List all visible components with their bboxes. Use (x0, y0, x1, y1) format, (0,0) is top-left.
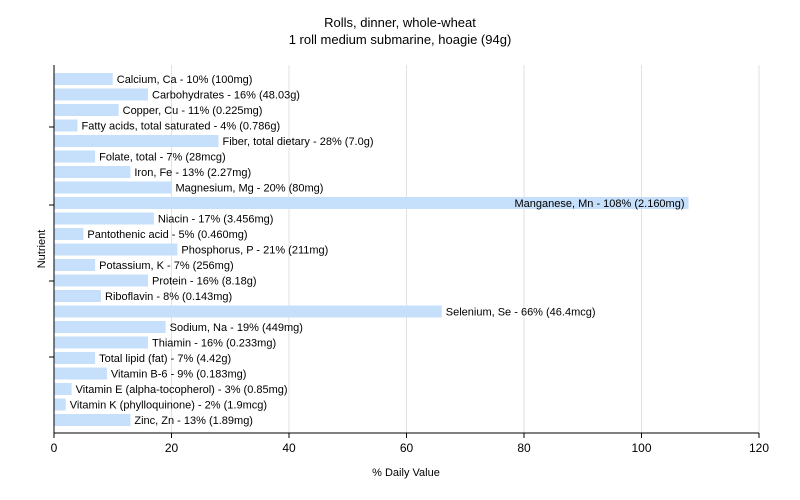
bar (54, 197, 689, 209)
x-tick-label: 0 (51, 441, 58, 455)
bar (54, 104, 119, 116)
bar-label: Manganese, Mn - 108% (2.160mg) (515, 198, 685, 210)
bar-label: Total lipid (fat) - 7% (4.42g) (99, 353, 231, 365)
bar (54, 243, 178, 256)
bar-label: Vitamin K (phylloquinone) - 2% (1.9mcg) (70, 400, 267, 412)
x-tick-label: 20 (165, 441, 179, 455)
chart-subtitle: 1 roll medium submarine, hoagie (94g) (289, 32, 512, 47)
x-tick-label: 120 (749, 441, 769, 455)
bar-label: Copper, Cu - 11% (0.225mg) (123, 105, 263, 117)
x-tick-label: 40 (282, 441, 296, 455)
bar (54, 274, 148, 287)
bar-label: Pantothenic acid - 5% (0.460mg) (87, 229, 247, 241)
chart-title: Rolls, dinner, whole-wheat (324, 15, 476, 30)
bar (54, 119, 78, 132)
bar-label: Niacin - 17% (3.456mg) (158, 214, 274, 226)
bar (54, 367, 107, 380)
bar-label: Fiber, total dietary - 28% (7.0g) (223, 136, 374, 148)
bar-label: Riboflavin - 8% (0.143mg) (105, 291, 232, 303)
bar (54, 88, 148, 101)
bar (54, 352, 96, 364)
bar-label: Calcium, Ca - 10% (100mg) (117, 74, 253, 86)
bar (54, 321, 166, 333)
x-axis-ticks: 0 20 40 60 80 100 120 (51, 433, 769, 455)
bar-label: Magnesium, Mg - 20% (80mg) (176, 183, 324, 195)
bar (54, 383, 72, 395)
bar-label: Vitamin B-6 - 9% (0.183mg) (111, 369, 247, 381)
bar (54, 135, 219, 147)
bar-label: Selenium, Se - 66% (46.4mcg) (446, 307, 596, 319)
bar-label: Vitamin E (alpha-tocopherol) - 3% (0.85m… (76, 384, 288, 396)
bar (54, 73, 113, 85)
x-tick-label: 80 (517, 441, 531, 455)
x-tick-label: 100 (631, 441, 651, 455)
bar (54, 305, 442, 318)
y-axis-title: Nutrient (36, 230, 48, 269)
bar (54, 166, 131, 178)
bar-label: Sodium, Na - 19% (449mg) (170, 322, 303, 334)
bar (54, 181, 172, 194)
bar (54, 398, 66, 411)
bar-label: Folate, total - 7% (28mcg) (99, 152, 226, 164)
bar-label: Fatty acids, total saturated - 4% (0.786… (82, 121, 281, 133)
bars (54, 73, 689, 426)
bar (54, 259, 96, 271)
gridlines (171, 65, 760, 433)
x-axis-title: % Daily Value (372, 467, 440, 479)
bar-label: Thiamin - 16% (0.233mg) (152, 338, 276, 350)
bar-label: Zinc, Zn - 13% (1.89mg) (134, 415, 253, 427)
bar (54, 290, 101, 302)
bar (54, 336, 148, 349)
bar (54, 414, 131, 426)
bar-labels: Calcium, Ca - 10% (100mg) Carbohydrates -… (70, 74, 685, 427)
bar-label: Potassium, K - 7% (256mg) (99, 260, 234, 272)
bar (54, 150, 96, 163)
bar-label: Phosphorus, P - 21% (211mg) (181, 245, 328, 257)
bar-label: Carbohydrates - 16% (48.03g) (152, 90, 300, 102)
x-tick-label: 60 (400, 441, 414, 455)
bar-label: Protein - 16% (8.18g) (152, 276, 257, 288)
bar-label: Iron, Fe - 13% (2.27mg) (134, 167, 251, 179)
bar (54, 228, 84, 240)
y-axis-ticks (49, 126, 54, 358)
bar (54, 212, 154, 225)
